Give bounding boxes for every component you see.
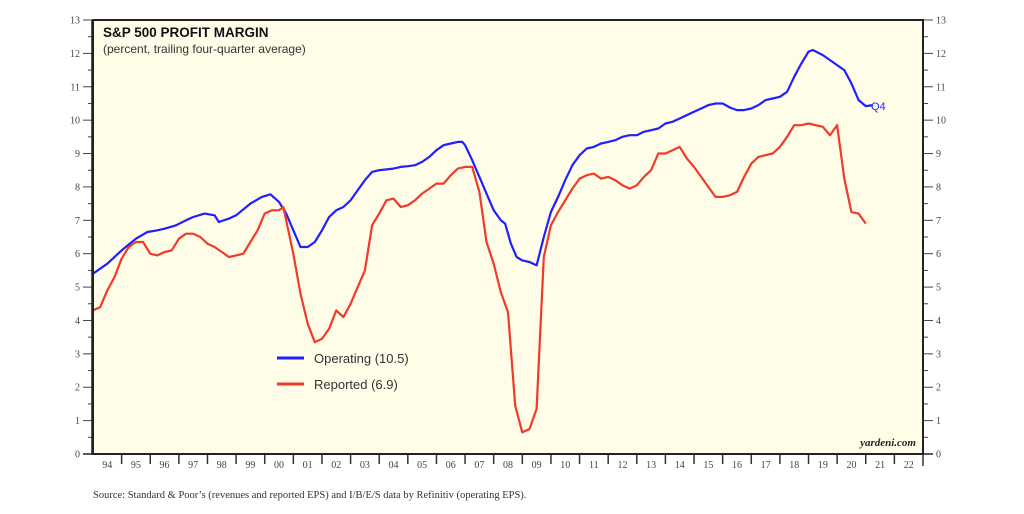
y-tick-label-right: 2 <box>936 383 941 394</box>
x-tick-label: 21 <box>875 460 885 471</box>
q4-annotation: Q4 <box>871 101 886 113</box>
x-tick-label: 99 <box>245 460 255 471</box>
y-tick-label-left: 11 <box>70 82 80 93</box>
y-tick-label-left: 10 <box>70 116 80 127</box>
y-tick-label-right: 7 <box>936 216 941 227</box>
x-tick-label: 10 <box>560 460 570 471</box>
y-tick-label-left: 8 <box>75 182 80 193</box>
legend-label-operating: Operating (10.5) <box>314 351 409 366</box>
y-tick-label-left: 1 <box>75 416 80 427</box>
y-tick-label-right: 8 <box>936 182 941 193</box>
x-tick-label: 14 <box>675 460 685 471</box>
chart-title: S&P 500 PROFIT MARGIN <box>103 25 269 40</box>
y-tick-label-right: 0 <box>936 450 941 461</box>
x-tick-label: 03 <box>360 460 370 471</box>
x-tick-label: 95 <box>131 460 141 471</box>
x-tick-label: 20 <box>846 460 856 471</box>
x-tick-label: 97 <box>188 460 198 471</box>
x-tick-label: 15 <box>703 460 713 471</box>
x-tick-label: 98 <box>217 460 227 471</box>
x-tick-label: 02 <box>331 460 341 471</box>
x-tick-label: 04 <box>389 460 399 471</box>
legend: Operating (10.5) Reported (6.9) <box>277 351 409 392</box>
y-tick-label-left: 6 <box>75 249 80 260</box>
plot-frame <box>92 19 924 455</box>
y-tick-label-right: 11 <box>936 82 946 93</box>
x-tick-label: 96 <box>160 460 170 471</box>
y-tick-label-left: 5 <box>75 283 80 294</box>
x-tick-label: 18 <box>789 460 799 471</box>
x-tick-label: 09 <box>532 460 542 471</box>
y-tick-label-right: 3 <box>936 349 941 360</box>
x-axis: 94 95 96 97 98 99 00 01 02 03 04 05 06 07 08 09 10 11 12 13… <box>83 453 933 471</box>
y-tick-label-right: 6 <box>936 249 941 260</box>
x-tick-label: 08 <box>503 460 513 471</box>
y-tick-label-left: 3 <box>75 349 80 360</box>
x-tick-label: 11 <box>589 460 599 471</box>
chart-subtitle: (percent, trailing four-quarter average) <box>103 42 306 56</box>
x-tick-label: 01 <box>303 460 313 471</box>
x-tick-label: 16 <box>732 460 742 471</box>
x-tick-label: 05 <box>417 460 427 471</box>
x-tick-label: 12 <box>617 460 627 471</box>
series-lines <box>92 48 874 434</box>
y-tick-label-left: 2 <box>75 383 80 394</box>
x-tick-label: 94 <box>102 460 112 471</box>
x-tick-label: 06 <box>446 460 456 471</box>
y-tick-label-left: 7 <box>75 216 80 227</box>
legend-label-reported: Reported (6.9) <box>314 377 398 392</box>
y-tick-label-left: 12 <box>70 49 80 60</box>
x-tick-label: 22 <box>904 460 914 471</box>
y-tick-label-right: 5 <box>936 283 941 294</box>
y-tick-label-left: 4 <box>75 316 80 327</box>
x-tick-label: 00 <box>274 460 284 471</box>
y-tick-label-left: 0 <box>75 450 80 461</box>
y-tick-label-right: 12 <box>936 49 946 60</box>
y-tick-label-right: 10 <box>936 116 946 127</box>
y-tick-label-right: 13 <box>936 16 946 27</box>
y-tick-label-right: 9 <box>936 149 941 160</box>
y-tick-label-left: 9 <box>75 149 80 160</box>
x-tick-label: 19 <box>818 460 828 471</box>
x-tick-label: 07 <box>474 460 484 471</box>
source-note: Source: Standard & Poor’s (revenues and … <box>93 490 526 501</box>
x-tick-label: 17 <box>761 460 771 471</box>
y-tick-label-right: 1 <box>936 416 941 427</box>
y-tick-label-left: 13 <box>70 16 80 27</box>
y-tick-label-right: 4 <box>936 316 941 327</box>
x-tick-label: 13 <box>646 460 656 471</box>
yardeni-credit: yardeni.com <box>858 437 916 449</box>
